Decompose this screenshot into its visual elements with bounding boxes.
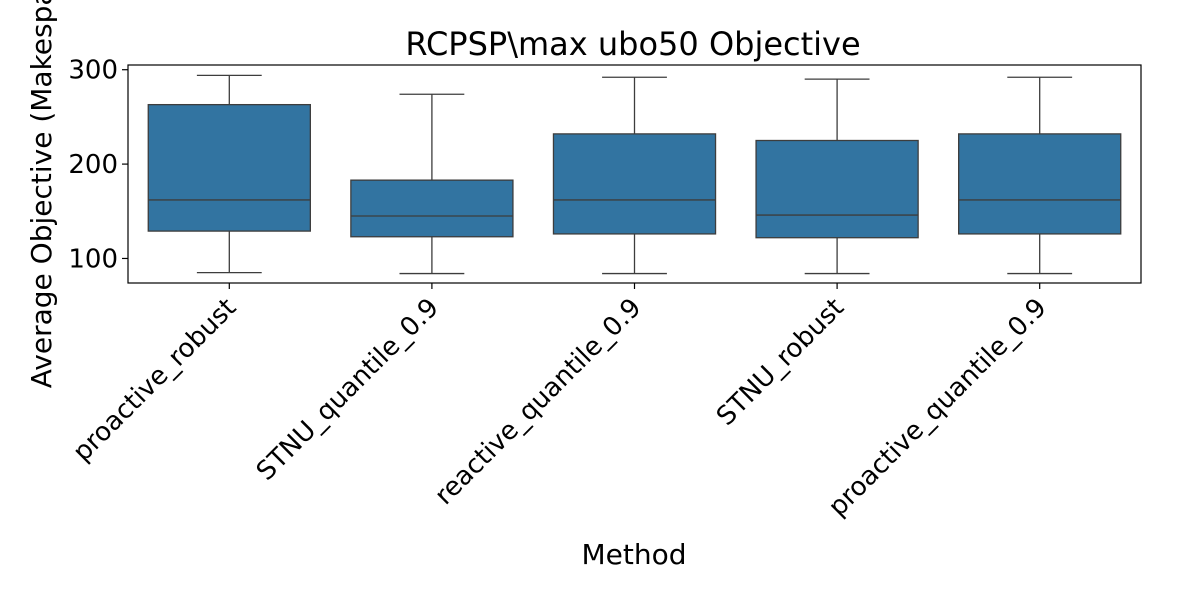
boxes-layer: [147, 74, 1122, 275]
x-tick-label: proactive_robust: [67, 293, 242, 468]
iqr-box: [350, 179, 514, 238]
iqr-box: [958, 133, 1122, 235]
x-tick-label: proactive_quantile_0.9: [823, 293, 1053, 523]
x-axis-label: Method: [581, 538, 686, 571]
box-3: [552, 76, 717, 275]
x-axis: proactive_robust STNU_quantile_0.9reactiv…: [67, 283, 1053, 523]
y-axis: 100 200 300: [68, 56, 128, 274]
box-5: [958, 76, 1122, 275]
y-tick-label: 300: [68, 56, 118, 86]
iqr-box: [755, 139, 919, 239]
box-4: [755, 78, 919, 275]
iqr-box: [147, 103, 311, 232]
y-axis-label: Average Objective (Makespan): [25, 0, 58, 388]
y-tick-label: 200: [68, 150, 118, 180]
x-tick-label: STNU_quantile_0.9: [251, 293, 445, 487]
x-tick-label: reactive_quantile_0.9: [429, 293, 647, 511]
iqr-box: [552, 133, 717, 235]
box-2: [350, 93, 514, 275]
chart-title: RCPSP\max ubo50 Objective: [405, 25, 860, 63]
x-tick-label: STNU_robust: [711, 293, 850, 432]
y-tick-label: 100: [68, 244, 118, 274]
box-1: [147, 74, 311, 274]
